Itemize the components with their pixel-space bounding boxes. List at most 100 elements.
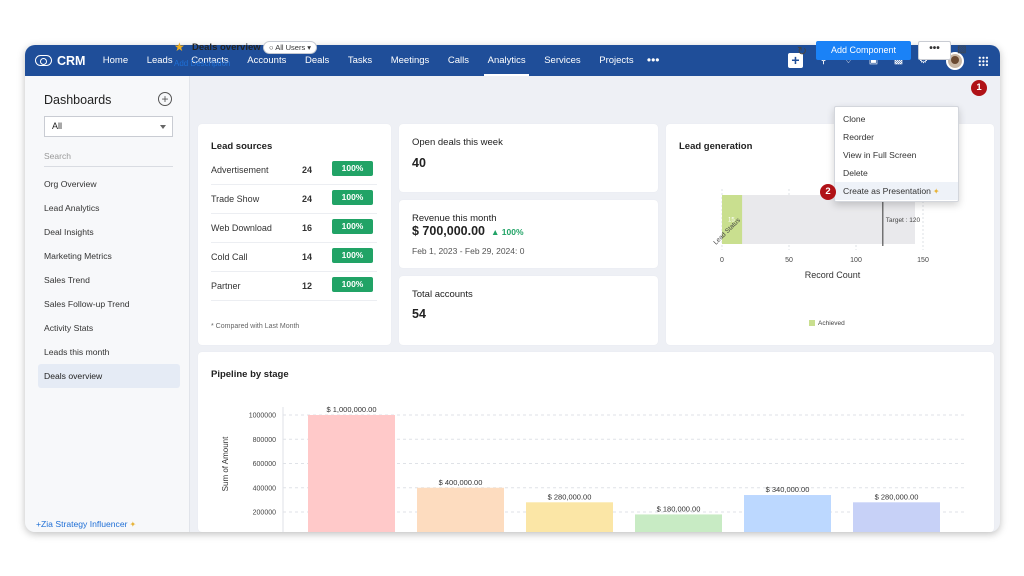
menu-item-label: View in Full Screen [843, 150, 917, 160]
x-tick-label: 50 [785, 257, 793, 264]
open-deals-card[interactable]: Open deals this week 40 [399, 124, 658, 192]
lead-generation-legend: Achieved [809, 320, 845, 327]
lead-source-name: Web Download [211, 223, 272, 233]
revenue-card[interactable]: Revenue this month $ 700,000.00 ▲ 100% Fe… [399, 200, 658, 268]
menu-item-clone[interactable]: Clone [835, 110, 958, 128]
total-accounts-value: 54 [412, 307, 426, 321]
pipeline-bar[interactable] [744, 495, 831, 532]
calendar-icon[interactable]: ▣ [868, 55, 879, 66]
legend-label-achieved: Achieved [818, 320, 845, 327]
menu-item-create-as-presentation[interactable]: Create as Presentation ✦ [835, 182, 958, 200]
crm-logo[interactable]: CRM [35, 54, 85, 68]
lead-source-row[interactable]: Partner 12 100% [211, 272, 377, 301]
lead-generation-title: Lead generation [679, 141, 753, 152]
lead-source-value: 14 [302, 252, 313, 262]
users-filter-dropdown[interactable]: ○ All Users ▾ [263, 41, 318, 54]
open-deals-label: Open deals this week [412, 137, 503, 148]
y-tick-label: 600000 [253, 461, 276, 468]
sidebar: Dashboards + All Search Org Overview Lead… [25, 76, 190, 532]
sidebar-item-sales-trend[interactable]: Sales Trend [44, 275, 90, 285]
add-component-button[interactable]: Add Component [816, 41, 911, 60]
inbox-icon[interactable]: ▩ [893, 55, 904, 66]
bar-achieved[interactable] [722, 195, 743, 244]
share-icon[interactable]: ▧ [957, 44, 967, 55]
tab-tasks[interactable]: Tasks [347, 55, 373, 66]
pipeline-bar-label: $ 1,000,000.00 [326, 405, 376, 414]
plus-icon[interactable]: + [788, 53, 803, 68]
refresh-icon[interactable]: ↻ [797, 44, 808, 58]
bell-icon[interactable]: ♢ [844, 55, 853, 66]
favorite-star-icon[interactable]: ★ [174, 40, 185, 54]
tab-home[interactable]: Home [102, 55, 129, 66]
x-tick-label: 150 [917, 257, 929, 264]
lead-source-name: Trade Show [211, 194, 260, 204]
pipeline-bar[interactable] [308, 415, 395, 532]
tab-services[interactable]: Services [544, 55, 581, 66]
pipeline-bar[interactable] [635, 514, 722, 532]
total-accounts-label: Total accounts [412, 289, 473, 300]
pipeline-bar[interactable] [853, 502, 940, 532]
lead-source-name: Partner [211, 281, 241, 291]
more-options-button[interactable]: ••• [918, 41, 951, 60]
nav-tabs: Home Leads Contacts Accounts Deals Tasks Meeti… [93, 45, 642, 76]
sidebar-item-deals-overview[interactable]: Deals overview [38, 364, 180, 388]
menu-item-delete[interactable]: Delete [835, 164, 958, 182]
pipeline-bar-label: $ 340,000.00 [766, 485, 810, 494]
lead-source-name: Advertisement [211, 165, 269, 175]
more-options-menu: Clone Reorder View in Full Screen Delete Cre… [834, 106, 959, 202]
tab-deals[interactable]: Deals [304, 55, 330, 66]
y-tick-label: 400000 [253, 485, 276, 492]
sidebar-item-deal-insights[interactable]: Deal Insights [44, 227, 94, 237]
y-tick-label: 200000 [253, 510, 276, 517]
x-axis-title: Record Count [805, 270, 861, 280]
sidebar-item-marketing-metrics[interactable]: Marketing Metrics [44, 251, 112, 261]
total-accounts-card[interactable]: Total accounts 54 [399, 276, 658, 345]
menu-item-label: Clone [843, 114, 866, 124]
lead-source-name: Cold Call [211, 252, 248, 262]
tab-leads[interactable]: Leads [146, 55, 173, 66]
tab-calls[interactable]: Calls [447, 55, 470, 66]
sidebar-item-org-overview[interactable]: Org Overview [44, 179, 97, 189]
lead-source-pct-badge: 100% [332, 219, 373, 234]
search-icon[interactable]: ⚲ [819, 55, 828, 66]
nav-more-button[interactable]: ••• [646, 53, 660, 67]
lead-source-row[interactable]: Web Download 16 100% [211, 214, 377, 243]
tab-projects[interactable]: Projects [599, 55, 634, 66]
sidebar-search-input[interactable]: Search [44, 151, 173, 167]
users-filter-label: All Users [275, 43, 306, 52]
add-dashboard-icon[interactable]: + [158, 92, 172, 106]
lead-source-pct-badge: 100% [332, 277, 373, 292]
tab-meetings[interactable]: Meetings [390, 55, 430, 66]
lead-source-row[interactable]: Trade Show 24 100% [211, 185, 377, 214]
revenue-value-row: $ 700,000.00 ▲ 100% [412, 224, 524, 238]
pipeline-bar-label: $ 280,000.00 [548, 492, 592, 501]
dashboard-title: Deals overview [192, 42, 261, 53]
lead-source-pct-badge: 100% [332, 248, 373, 263]
sidebar-item-sales-follow-up-trend[interactable]: Sales Follow-up Trend [44, 299, 130, 309]
dashboard-filter-select[interactable]: All [44, 116, 173, 137]
tab-contacts[interactable]: Contacts [191, 55, 229, 66]
lead-sources-card: Lead sources Advertisement 24 100% Trade Sh… [198, 124, 391, 345]
gear-icon[interactable]: ⚙ [919, 55, 928, 66]
menu-item-reorder[interactable]: Reorder [835, 128, 958, 146]
tab-analytics[interactable]: Analytics [478, 45, 535, 76]
sidebar-item-leads-this-month[interactable]: Leads this month [44, 347, 110, 357]
sidebar-item-lead-analytics[interactable]: Lead Analytics [44, 203, 100, 213]
up-arrow-icon: ▲ [491, 227, 500, 237]
open-deals-value: 40 [412, 156, 426, 170]
lead-source-row[interactable]: Cold Call 14 100% [211, 243, 377, 272]
apps-grid-icon[interactable] [978, 55, 988, 66]
zia-strategy-link[interactable]: +Zia Strategy Influencer ✦ [36, 519, 136, 529]
pipeline-bar[interactable] [417, 487, 504, 532]
add-description-link[interactable]: Add Description [174, 59, 231, 68]
pipeline-title: Pipeline by stage [211, 369, 289, 380]
pipeline-bar[interactable] [526, 502, 613, 532]
target-label: Target : 120 [886, 217, 921, 224]
lead-source-row[interactable]: Advertisement 24 100% [211, 156, 377, 185]
menu-item-view-in-full-screen[interactable]: View in Full Screen [835, 146, 958, 164]
tab-accounts[interactable]: Accounts [247, 55, 287, 66]
pipeline-card: Pipeline by stage 1000000 800000 600000 400… [198, 352, 994, 532]
sidebar-item-activity-stats[interactable]: Activity Stats [44, 323, 94, 333]
pipeline-bar-label: $ 400,000.00 [439, 478, 483, 487]
revenue-delta-value: 100% [501, 227, 524, 237]
